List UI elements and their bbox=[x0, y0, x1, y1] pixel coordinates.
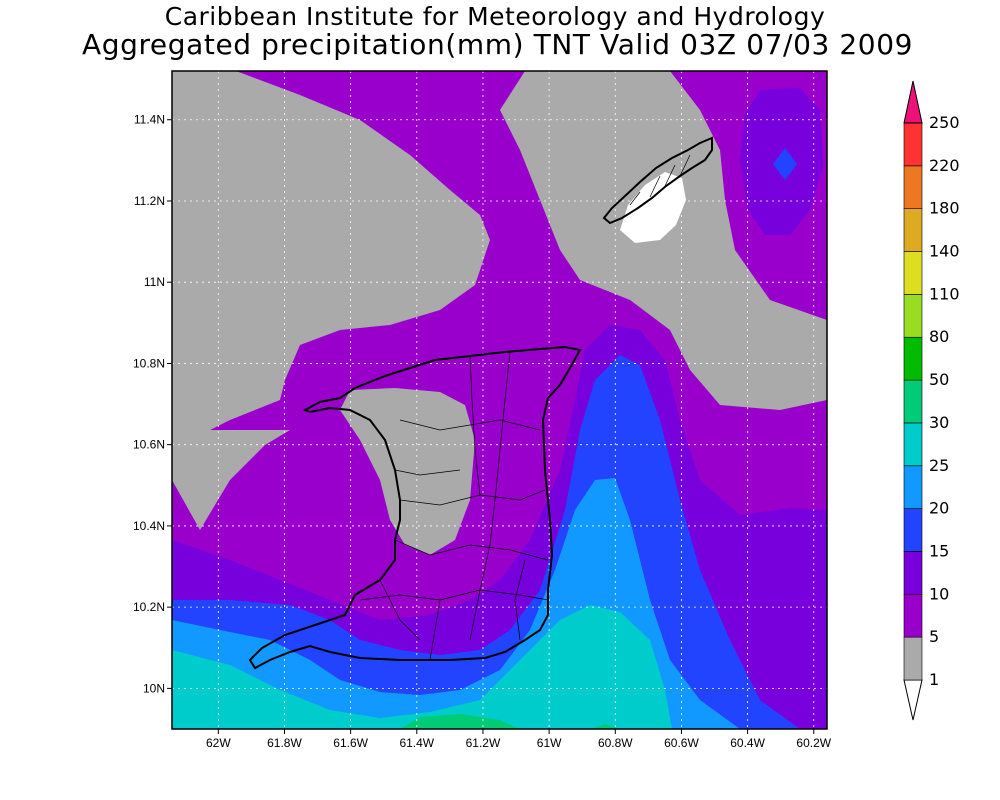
colorbar-label: 220 bbox=[929, 156, 960, 175]
field-15-20-east bbox=[773, 148, 797, 180]
x-tick-label: 60.6W bbox=[664, 736, 699, 750]
colorbar-bin bbox=[903, 636, 923, 681]
x-tick-label: 62W bbox=[206, 736, 231, 750]
colorbar-label: 110 bbox=[929, 284, 960, 303]
colorbar-bin bbox=[903, 379, 923, 424]
x-axis: 62W 61.8W 61.6W 61.4W 61.2W 61W 60.8W 60.6W 60.4… bbox=[206, 729, 832, 750]
y-tick-label: 10.6N bbox=[133, 438, 165, 452]
colorbar-bin bbox=[903, 465, 923, 509]
colorbar-label: 25 bbox=[929, 456, 949, 475]
title-line-2: Aggregated precipitation(mm) TNT Valid 0… bbox=[81, 28, 914, 61]
colorbar-upper-arrow bbox=[903, 80, 923, 124]
colorbar-bin bbox=[903, 294, 923, 338]
colorbar-bin bbox=[903, 336, 923, 381]
x-tick-label: 61.6W bbox=[333, 736, 368, 750]
graticule bbox=[172, 71, 827, 729]
colorbar-label: 10 bbox=[929, 584, 949, 603]
x-tick-label: 60.4W bbox=[730, 736, 765, 750]
trinidad-coastline bbox=[248, 345, 582, 670]
trinidad-boundaries bbox=[359, 351, 549, 661]
colorbar-bin bbox=[903, 208, 923, 252]
x-tick-label: 61.4W bbox=[399, 736, 434, 750]
y-axis: 10N 10.2N 10.4N 10.6N 10.8N 11N 11.2N 11.4N bbox=[133, 113, 172, 695]
colorbar-label: 50 bbox=[929, 370, 949, 389]
tobago-boundaries bbox=[629, 154, 691, 206]
colorbar-bin bbox=[903, 165, 923, 209]
colorbar-label: 80 bbox=[929, 327, 949, 346]
field-below-1 bbox=[620, 172, 686, 243]
y-tick-label: 11N bbox=[144, 275, 165, 289]
colorbar-bin bbox=[903, 122, 923, 167]
x-tick-label: 61.8W bbox=[267, 736, 302, 750]
colorbar-label: 5 bbox=[929, 627, 939, 646]
x-tick-label: 61W bbox=[537, 736, 562, 750]
plot-frame bbox=[171, 70, 828, 730]
y-tick-label: 11.2N bbox=[134, 194, 165, 208]
x-tick-label: 60.8W bbox=[598, 736, 633, 750]
y-tick-label: 11.4N bbox=[134, 113, 165, 127]
field-1-5-south-west bbox=[172, 430, 290, 530]
y-tick-label: 10N bbox=[143, 681, 165, 695]
field-1-5-west bbox=[172, 71, 490, 470]
colorbar-bin bbox=[903, 551, 923, 595]
colorbar-label: 140 bbox=[929, 242, 960, 261]
colorbar-label: 180 bbox=[929, 199, 960, 218]
contour-fields bbox=[172, 71, 827, 729]
colorbar-label: 1 bbox=[929, 670, 939, 689]
x-tick-label: 60.2W bbox=[796, 736, 831, 750]
field-30-50-east bbox=[590, 724, 620, 729]
y-tick-label: 10.2N bbox=[133, 600, 165, 614]
field-25-30 bbox=[172, 605, 672, 729]
x-tick-label: 61.2W bbox=[466, 736, 501, 750]
colorbar-label: 15 bbox=[929, 541, 949, 560]
y-tick-label: 10.4N bbox=[133, 519, 165, 533]
colorbar-label: 30 bbox=[929, 413, 949, 432]
colorbar-bin bbox=[903, 594, 923, 638]
colorbar-bin bbox=[903, 422, 923, 467]
colorbar-bin bbox=[903, 508, 923, 552]
y-tick-label: 10.8N bbox=[133, 356, 165, 370]
tobago-coastline bbox=[602, 136, 713, 225]
colorbar-bin bbox=[903, 251, 923, 295]
title-line-1: Caribbean Institute for Meteorology and … bbox=[164, 2, 826, 31]
field-1-5-north-east bbox=[500, 71, 827, 410]
field-30-50 bbox=[400, 714, 520, 729]
colorbar-label: 250 bbox=[929, 113, 960, 132]
colorbar-lower-arrow bbox=[903, 679, 923, 721]
colorbar-label: 20 bbox=[929, 499, 949, 518]
